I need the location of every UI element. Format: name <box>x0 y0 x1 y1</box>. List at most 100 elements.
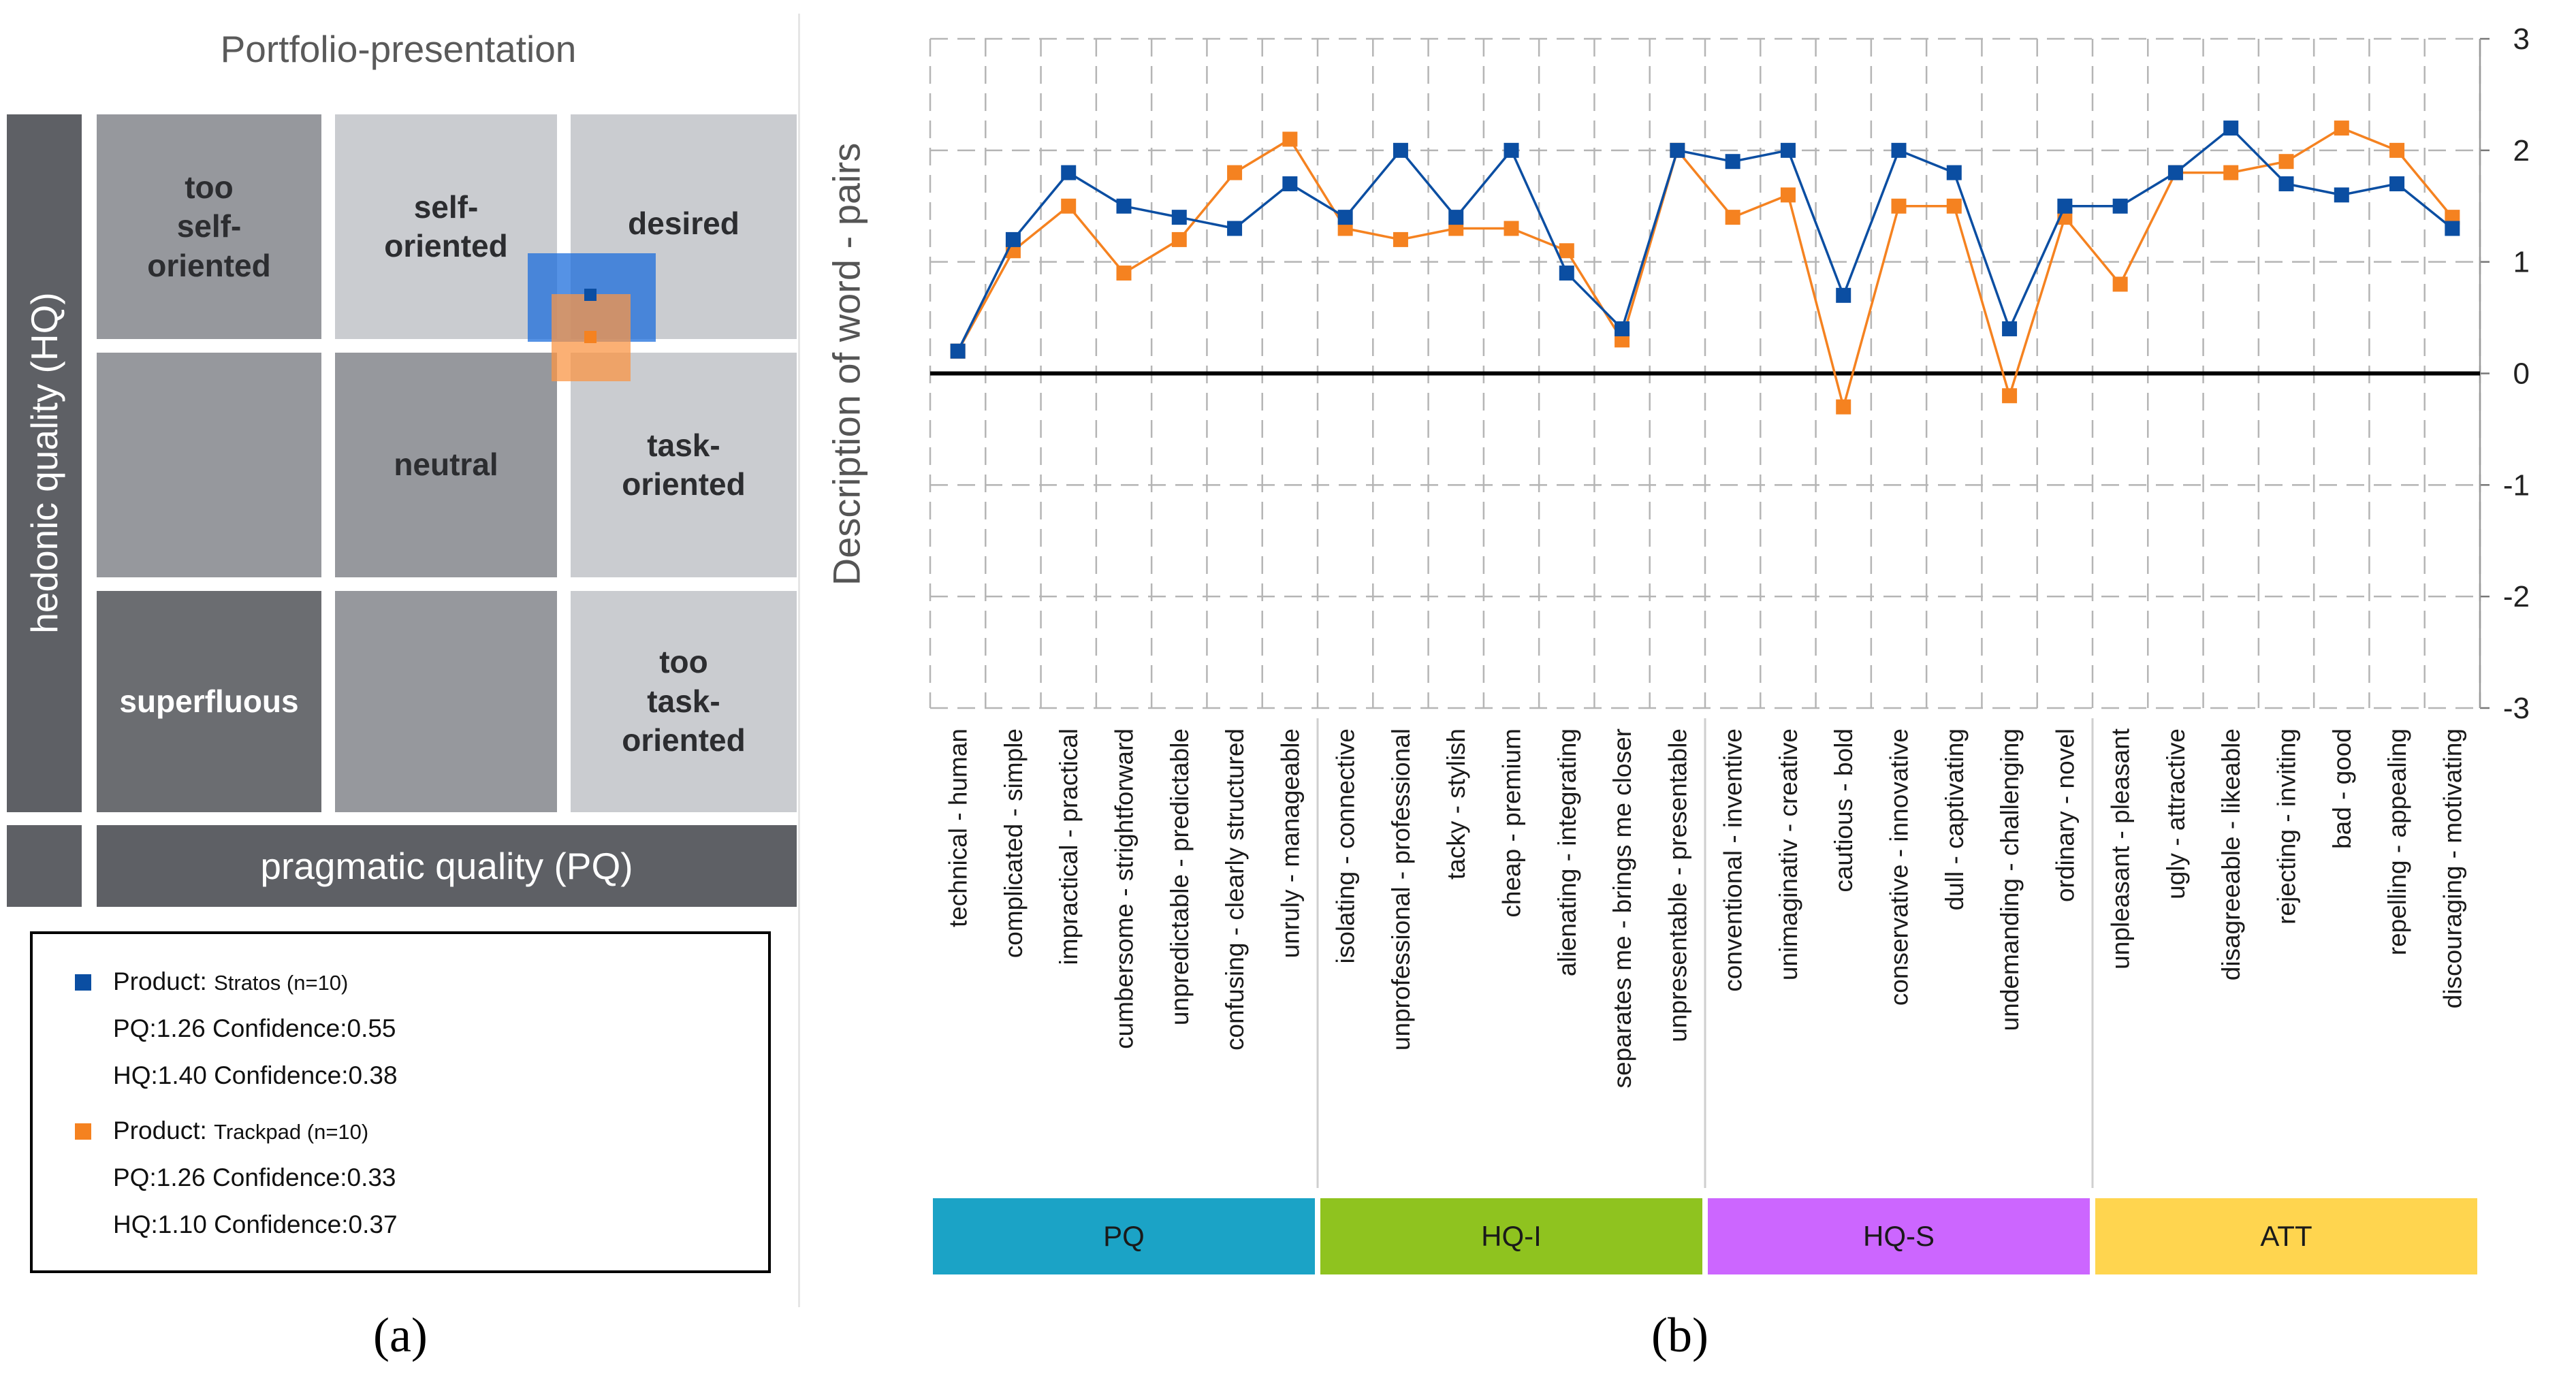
trackpad-name: Trackpad (n=10) <box>214 1120 369 1144</box>
category-label: unimaginativ - creative <box>1775 728 1802 980</box>
stratos-pq-line: PQ:1.26 Confidence:0.55 <box>113 1014 396 1042</box>
category-label: cautious - bold <box>1830 728 1858 893</box>
corner-block <box>7 825 82 907</box>
category-label: confusing - clearly structured <box>1221 728 1249 1050</box>
data-point-trackpad <box>1725 210 1740 225</box>
y-tick-label: 0 <box>2513 357 2530 391</box>
data-point-trackpad <box>2334 121 2349 136</box>
category-label: alienating - integrating <box>1553 728 1581 976</box>
stratos-point <box>584 289 597 301</box>
cell-superfluous: superfluous <box>97 591 321 812</box>
data-point-stratos <box>1171 210 1187 225</box>
data-point-stratos <box>2389 176 2405 191</box>
data-point-trackpad <box>2389 142 2405 158</box>
category-label: unpleasant - pleasant <box>2107 728 2135 969</box>
trackpad-prefix: Product: <box>113 1117 207 1144</box>
data-point-stratos <box>1725 154 1740 170</box>
category-label: complicated - simple <box>1000 728 1028 958</box>
data-point-stratos <box>2278 176 2294 191</box>
data-point-stratos <box>1836 287 1851 303</box>
category-label: tacky - stylish <box>1442 728 1470 880</box>
category-label: undemanding - challenging <box>1996 728 2024 1031</box>
y-tick-label: 2 <box>2513 134 2530 167</box>
data-point-trackpad <box>1171 231 1187 247</box>
category-label: impractical - practical <box>1055 728 1083 965</box>
stratos-hq-line: HQ:1.40 Confidence:0.38 <box>113 1061 398 1089</box>
data-point-trackpad <box>1227 165 1243 180</box>
cell-empty-bottom-mid <box>335 591 557 812</box>
cell-too-self-oriented: too self- oriented <box>97 114 321 339</box>
y-tick-label: 3 <box>2513 22 2530 56</box>
group-bar-hq-s: HQ-S <box>1708 1198 2090 1274</box>
data-point-stratos <box>1282 176 1298 191</box>
category-label: cumbersome - strightforward <box>1111 728 1139 1049</box>
data-point-stratos <box>2002 321 2018 336</box>
panel-divider <box>798 14 800 1307</box>
category-label: discouraging - motivating <box>2438 728 2466 1008</box>
data-point-trackpad <box>1504 221 1519 236</box>
data-point-stratos <box>1116 198 1132 214</box>
data-point-stratos <box>2167 165 2183 180</box>
category-label: dull - captivating <box>1941 728 1969 910</box>
data-point-stratos <box>1615 321 1630 336</box>
data-point-stratos <box>1780 142 1796 158</box>
data-point-stratos <box>2334 187 2349 203</box>
hq-axis-bar <box>7 114 82 812</box>
category-label: disagreeable - likeable <box>2217 728 2245 980</box>
stratos-prefix: Product: <box>113 967 207 995</box>
cell-task-oriented: task- oriented <box>571 353 797 577</box>
y-tick-label: -2 <box>2503 580 2530 613</box>
y-tick-label: 1 <box>2513 246 2530 279</box>
data-point-stratos <box>2223 121 2239 136</box>
caption-a: (a) <box>373 1308 428 1362</box>
category-label: conservative - innovative <box>1886 728 1913 1006</box>
category-label: ugly - attractive <box>2162 728 2190 899</box>
series-line-stratos <box>957 126 2453 352</box>
data-point-stratos <box>1448 210 1464 225</box>
category-label: technical - human <box>944 728 972 927</box>
data-point-stratos <box>1670 142 1685 158</box>
pq-axis-label: pragmatic quality (PQ) <box>260 845 633 887</box>
data-point-trackpad <box>1780 187 1796 203</box>
data-point-trackpad <box>2112 276 2128 292</box>
category-label: bad - good <box>2328 728 2356 849</box>
data-point-trackpad <box>1393 231 1408 247</box>
data-point-stratos <box>1061 165 1077 180</box>
data-point-stratos <box>1227 221 1243 236</box>
stratos-legend-title: Product: Stratos (n=10) <box>113 967 348 996</box>
data-point-stratos <box>1504 142 1519 158</box>
y-tick-label: -3 <box>2503 692 2530 725</box>
cell-too-task-oriented: too task- oriented <box>571 591 797 812</box>
category-label: cheap - premium <box>1498 728 1526 918</box>
cell-neutral: neutral <box>335 353 557 577</box>
data-point-trackpad <box>1116 266 1132 281</box>
pq-axis-bar <box>97 825 797 907</box>
data-point-trackpad <box>1282 131 1298 147</box>
data-point-stratos <box>2445 221 2460 236</box>
data-point-trackpad <box>1559 243 1574 259</box>
category-label: conventional - inventive <box>1719 728 1747 992</box>
y-tick-label: -1 <box>2503 468 2530 502</box>
category-label: rejecting - inviting <box>2273 728 2301 925</box>
data-point-stratos <box>2112 198 2128 214</box>
category-label: unpredictable - predictable <box>1166 728 1194 1025</box>
data-point-stratos <box>1337 210 1353 225</box>
trackpad-pq-line: PQ:1.26 Confidence:0.33 <box>113 1164 396 1191</box>
data-point-trackpad <box>1891 198 1907 214</box>
data-point-trackpad <box>2002 388 2018 404</box>
trackpad-legend-marker <box>75 1123 91 1140</box>
data-point-stratos <box>1946 165 1962 180</box>
category-label: unprofessional - professional <box>1387 728 1415 1050</box>
data-point-stratos <box>1891 142 1907 158</box>
trackpad-hq-line: HQ:1.10 Confidence:0.37 <box>113 1210 398 1238</box>
cell-empty-mid-left <box>97 353 321 577</box>
group-bar-att: ATT <box>2095 1198 2477 1274</box>
stratos-name: Stratos (n=10) <box>214 971 349 995</box>
category-label: separates me - brings me closer <box>1608 728 1636 1088</box>
data-point-stratos <box>1393 142 1408 158</box>
data-point-trackpad <box>1836 399 1851 415</box>
trackpad-legend-title: Product: Trackpad (n=10) <box>113 1117 368 1145</box>
data-point-trackpad <box>1061 198 1077 214</box>
data-point-trackpad <box>2223 165 2239 180</box>
category-label: unpresentable - presentable <box>1664 728 1691 1042</box>
